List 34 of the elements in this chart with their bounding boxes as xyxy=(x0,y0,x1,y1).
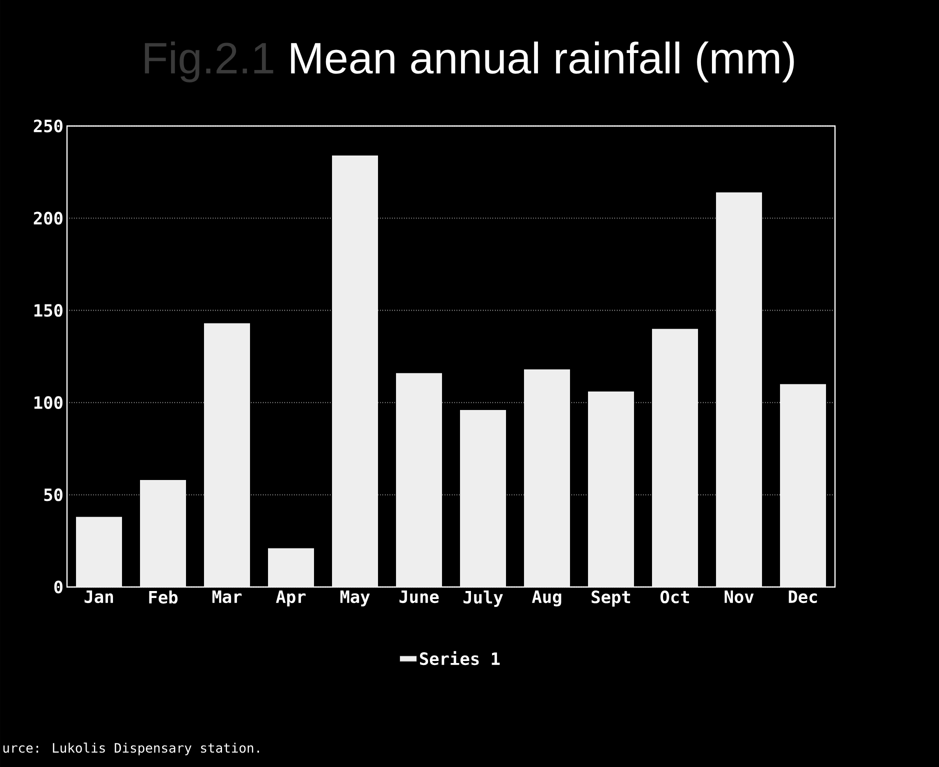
x-tick-label: Feb xyxy=(149,590,178,604)
x-tick-label: June xyxy=(400,590,439,604)
y-tick-label: 50 xyxy=(44,488,62,502)
caption: Fig.2.1 xyxy=(144,42,274,82)
bar xyxy=(204,323,250,587)
bar xyxy=(268,548,314,587)
x-tick-label: Apr xyxy=(276,590,306,606)
y-tick-label: 0 xyxy=(54,580,62,594)
x-tick-label: Jan xyxy=(84,590,113,604)
bar xyxy=(652,328,698,587)
bar xyxy=(140,480,186,587)
bar xyxy=(460,410,506,587)
bar xyxy=(396,373,442,587)
bar xyxy=(588,392,634,587)
bar xyxy=(780,384,826,587)
x-tick-label: Mar xyxy=(212,590,242,604)
x-tick-label: Oct xyxy=(660,590,689,604)
chart-title: Mean annual rainfall (mm) xyxy=(291,42,794,82)
y-tick-label: 200 xyxy=(34,212,62,225)
y-tick-label: 100 xyxy=(34,396,62,409)
legend-label: Series 1 xyxy=(420,651,500,666)
bar xyxy=(76,516,122,587)
bar xyxy=(524,369,570,587)
x-tick-label: Dec xyxy=(788,590,817,604)
x-tick-label: May xyxy=(340,590,370,606)
x-tick-label: Aug xyxy=(532,590,562,606)
y-tick-label: 250 xyxy=(34,120,62,132)
y-tick-label: 150 xyxy=(34,304,62,317)
bar xyxy=(716,192,762,587)
text: urce: Lukolis Dispensary station. xyxy=(3,742,259,756)
x-tick-label: Sept xyxy=(592,590,630,607)
x-tick-label: July xyxy=(464,590,503,607)
bar xyxy=(332,155,378,587)
x-tick-label: Nov xyxy=(724,590,754,604)
